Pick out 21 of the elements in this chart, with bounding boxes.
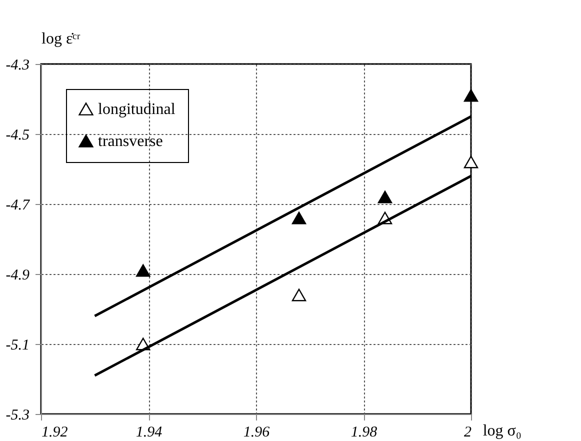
y-tick-label: -4.5 xyxy=(6,128,30,144)
point xyxy=(464,156,478,168)
x-axis-title: log σ₀ xyxy=(482,422,522,440)
x-tick-label: 1.92 xyxy=(42,424,68,440)
y-axis-title: log ε̇ᶜʳ xyxy=(42,30,81,48)
y-tick-label: -5.1 xyxy=(6,338,30,354)
y-tick-label: -4.9 xyxy=(6,268,30,284)
x-tick-label: 2 xyxy=(464,424,472,440)
point xyxy=(292,212,306,224)
point xyxy=(464,89,478,102)
x-tick-label: 1.94 xyxy=(136,424,163,440)
y-tick-label: -4.7 xyxy=(6,198,31,214)
y-tick-label: -4.3 xyxy=(6,58,30,74)
x-tick-label: 1.98 xyxy=(350,424,378,440)
y-tick-label: -5.3 xyxy=(6,408,30,424)
legend-label: longitudinal xyxy=(98,101,176,118)
point xyxy=(292,288,306,302)
legend-label: transverse xyxy=(98,133,163,150)
x-tick-label: 1.96 xyxy=(243,424,270,440)
point xyxy=(136,264,150,277)
point xyxy=(378,190,392,204)
